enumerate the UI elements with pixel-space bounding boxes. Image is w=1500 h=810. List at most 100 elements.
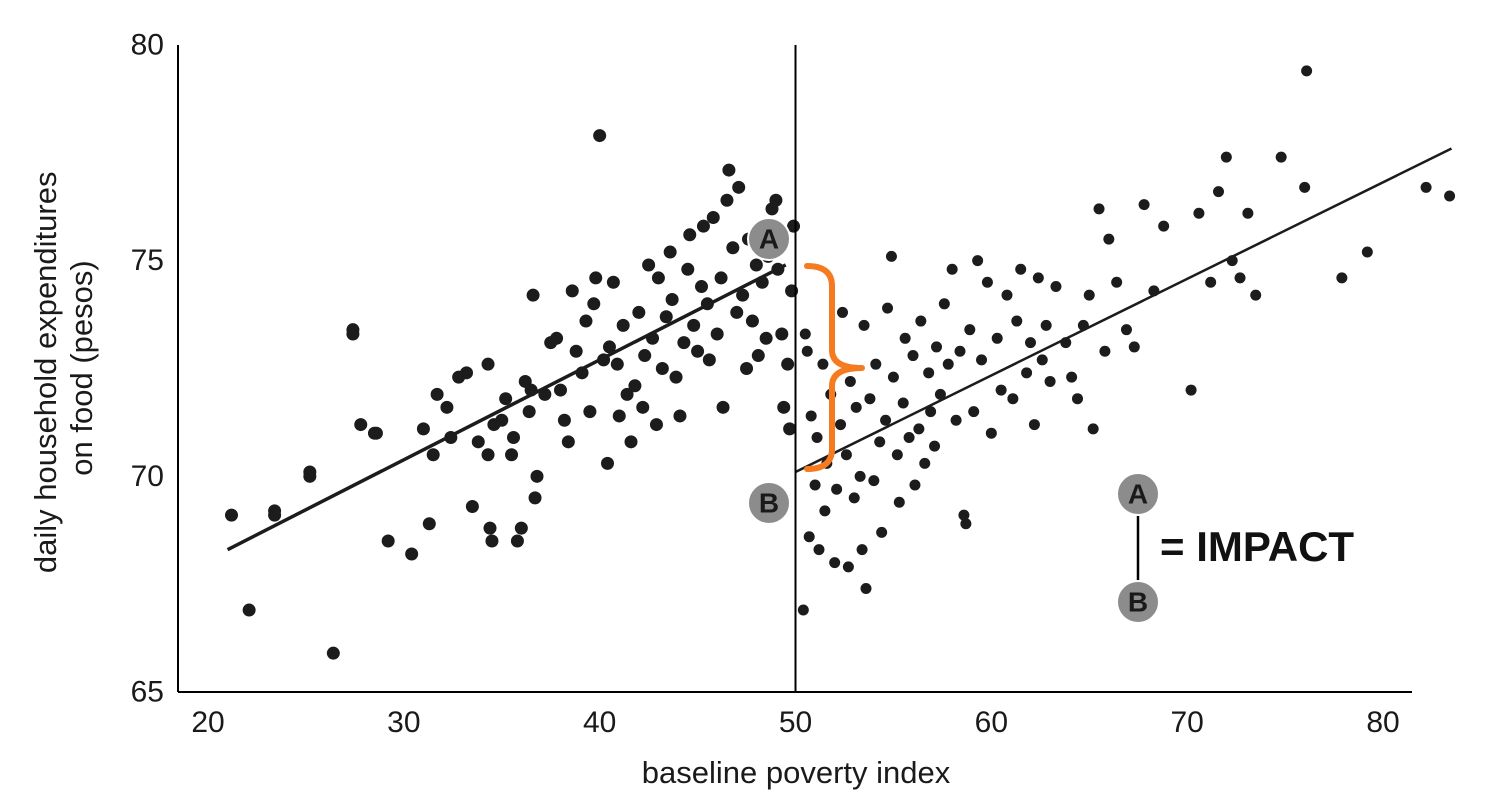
data-point bbox=[471, 435, 485, 449]
data-point bbox=[1128, 341, 1140, 353]
data-point bbox=[1103, 233, 1115, 245]
data-point bbox=[749, 258, 763, 272]
data-point bbox=[805, 410, 817, 422]
data-point bbox=[1275, 151, 1287, 163]
data-point bbox=[946, 263, 958, 275]
data-point bbox=[1044, 375, 1056, 387]
regression-line-right bbox=[794, 147, 1453, 474]
impact-legend-b-circle bbox=[1116, 580, 1160, 624]
data-point bbox=[942, 358, 954, 370]
data-point bbox=[610, 357, 624, 371]
data-point bbox=[864, 393, 876, 405]
data-point bbox=[691, 344, 705, 358]
data-point bbox=[460, 366, 473, 380]
x-tick-label: 20 bbox=[191, 706, 224, 739]
data-point bbox=[891, 449, 903, 461]
data-point bbox=[1193, 207, 1205, 219]
data-point bbox=[981, 276, 993, 288]
data-point bbox=[522, 405, 536, 419]
data-point bbox=[440, 400, 454, 414]
data-point bbox=[714, 271, 728, 285]
data-point bbox=[929, 440, 941, 452]
data-point bbox=[561, 435, 575, 449]
y-axis-title: daily household expenditures on food (pe… bbox=[28, 163, 99, 573]
data-point bbox=[726, 241, 740, 255]
data-point bbox=[1301, 65, 1313, 77]
data-point bbox=[716, 400, 730, 414]
data-point bbox=[854, 470, 866, 482]
data-point bbox=[601, 456, 614, 470]
data-point bbox=[1011, 315, 1023, 327]
data-point bbox=[268, 508, 282, 522]
data-point bbox=[526, 288, 540, 302]
data-point bbox=[530, 469, 544, 483]
data-point bbox=[882, 302, 894, 314]
data-point bbox=[819, 505, 831, 517]
data-point bbox=[579, 314, 593, 328]
data-point bbox=[840, 449, 852, 461]
data-point bbox=[405, 547, 419, 561]
data-point bbox=[893, 496, 905, 508]
data-point bbox=[225, 508, 238, 522]
data-point bbox=[589, 271, 603, 285]
data-point bbox=[1444, 190, 1456, 202]
data-point bbox=[722, 163, 736, 177]
data-point bbox=[831, 483, 843, 495]
point-a-label: A bbox=[759, 224, 779, 255]
axes-layer bbox=[177, 45, 1412, 693]
data-point bbox=[1361, 246, 1373, 258]
data-point bbox=[732, 180, 746, 194]
data-point bbox=[1111, 276, 1123, 288]
data-point bbox=[632, 305, 646, 319]
data-point bbox=[1032, 272, 1044, 284]
data-point bbox=[422, 517, 436, 531]
data-point bbox=[1220, 151, 1232, 163]
data-point bbox=[1099, 345, 1111, 357]
data-point bbox=[1040, 319, 1052, 331]
data-point bbox=[499, 392, 513, 406]
data-point bbox=[550, 331, 564, 345]
data-point bbox=[1025, 337, 1036, 349]
data-point bbox=[369, 426, 383, 440]
data-point bbox=[835, 419, 847, 431]
data-point bbox=[909, 479, 921, 491]
data-point bbox=[1158, 220, 1170, 232]
data-point bbox=[587, 297, 601, 311]
data-point bbox=[673, 409, 687, 423]
data-point bbox=[495, 413, 509, 427]
data-point bbox=[842, 561, 854, 573]
data-point bbox=[769, 193, 783, 207]
data-point bbox=[1001, 289, 1013, 301]
data-point bbox=[687, 318, 701, 332]
data-point bbox=[485, 534, 499, 548]
data-point bbox=[899, 332, 911, 344]
data-point bbox=[665, 292, 679, 306]
data-point bbox=[801, 345, 813, 357]
data-point bbox=[950, 414, 962, 426]
impact-legend-a-label: A bbox=[1128, 479, 1148, 510]
x-tick-labels: 20 30 40 50 60 70 80 bbox=[191, 706, 1399, 739]
points-layer bbox=[225, 65, 1456, 660]
data-point bbox=[620, 387, 634, 401]
data-point bbox=[1213, 186, 1224, 198]
data-point bbox=[1234, 272, 1246, 284]
data-point bbox=[612, 409, 626, 423]
impact-legend-b-label: B bbox=[1128, 587, 1148, 618]
data-point bbox=[976, 354, 988, 366]
data-point bbox=[642, 258, 656, 272]
y-tick-labels: 65 70 75 80 bbox=[131, 29, 164, 709]
data-point bbox=[430, 387, 444, 401]
data-point bbox=[964, 324, 976, 336]
data-point bbox=[602, 340, 616, 354]
y-axis-title-line-2: on food (pesos) bbox=[64, 260, 99, 475]
data-point bbox=[677, 336, 691, 350]
data-point bbox=[507, 431, 520, 445]
y-tick-label: 65 bbox=[131, 676, 164, 709]
data-point bbox=[897, 397, 909, 409]
data-point bbox=[736, 288, 750, 302]
data-point bbox=[960, 518, 972, 530]
data-point bbox=[844, 375, 856, 387]
data-point bbox=[683, 228, 697, 242]
impact-annotation: A B A B = IMPACT bbox=[747, 217, 1354, 624]
data-point bbox=[669, 370, 683, 384]
